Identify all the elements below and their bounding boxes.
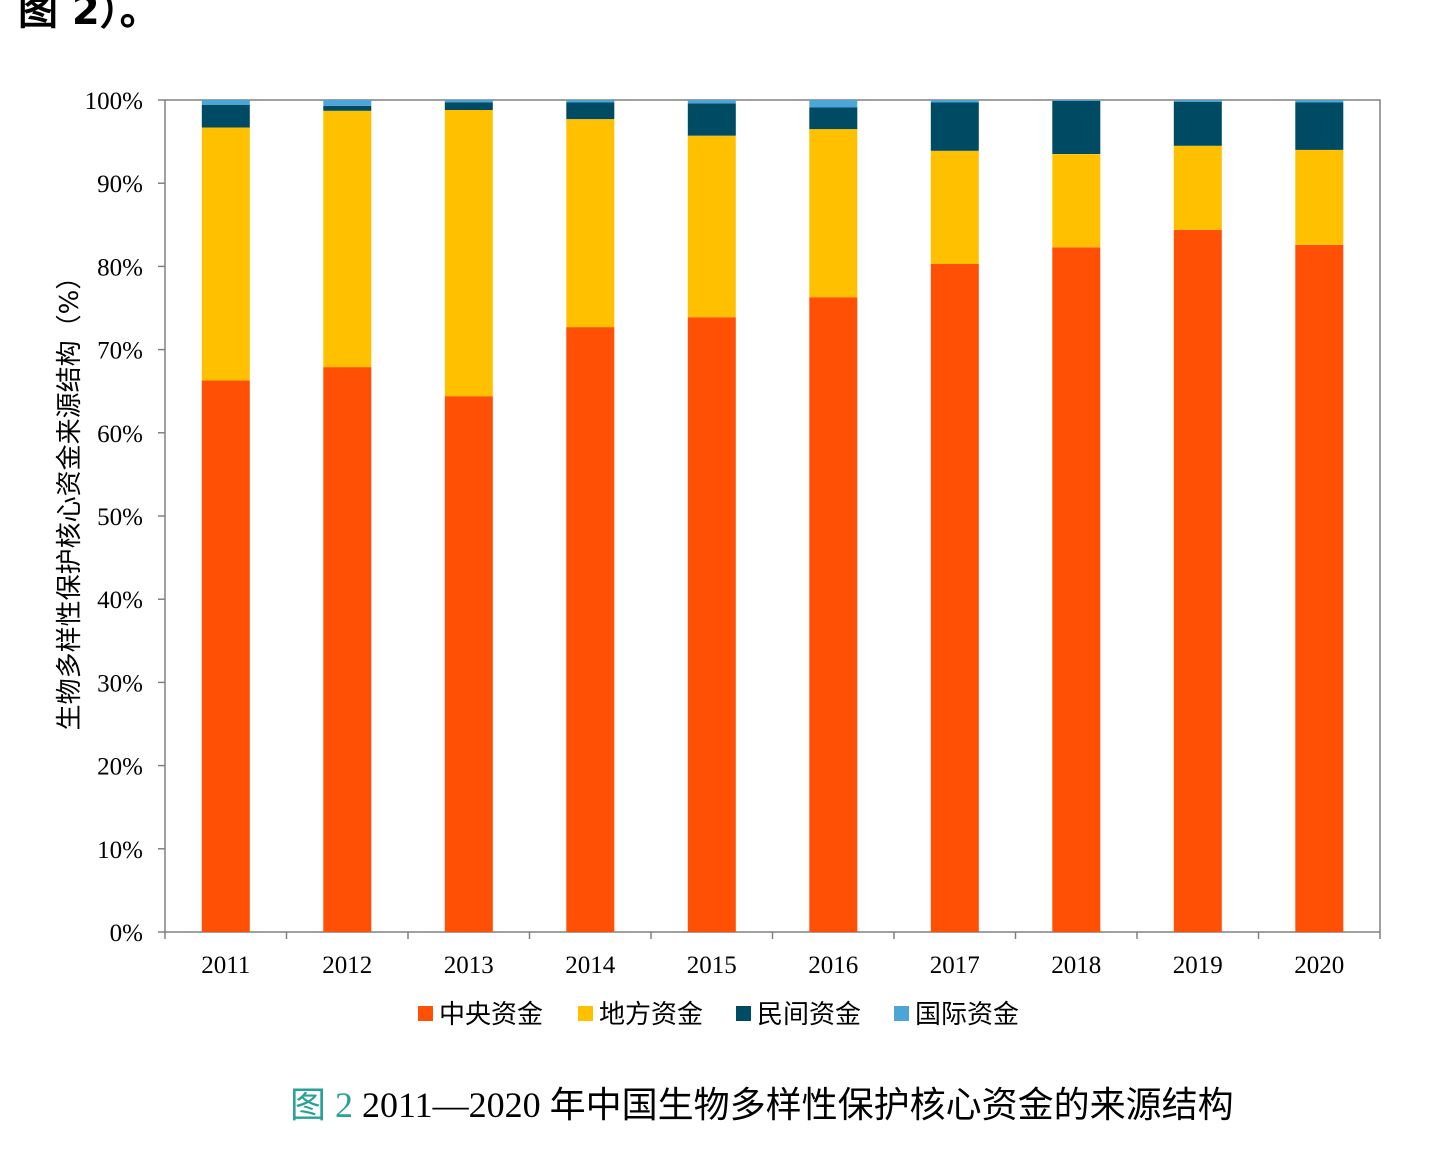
legend-label: 民间资金 (757, 1000, 861, 1030)
legend: 中央资金 地方资金 民间资金 国际资金 (418, 1000, 1019, 1030)
y-axis-label: 生物多样性保护核心资金来源结构（%） (55, 264, 85, 731)
top-text-fragment: 图 2）。 (18, 0, 160, 34)
x-tick-label: 2015 (687, 952, 737, 979)
legend-swatch (578, 1006, 593, 1021)
legend-label: 地方资金 (599, 1000, 703, 1030)
bar-segment-2015-series-3 (687, 100, 736, 104)
figure-caption-text: 2011—2020 年中国生物多样性保护核心资金的来源结构 (362, 1085, 1234, 1125)
bar-segment-2020-series-1 (1295, 149, 1344, 245)
x-tick-label: 2017 (930, 952, 980, 979)
x-tick-label: 2020 (1294, 952, 1344, 979)
bar-segment-2013-series-1 (444, 110, 493, 397)
x-tick-label: 2016 (808, 952, 858, 979)
bar-segment-2018-series-2 (1052, 100, 1101, 154)
bar-segment-2014-series-1 (566, 119, 615, 328)
bar-segment-2019-series-2 (1173, 101, 1222, 146)
legend-label: 国际资金 (915, 1000, 1019, 1030)
figure-caption-label: 图 2 (290, 1085, 354, 1125)
x-tick-label: 2018 (1051, 952, 1101, 979)
bar-segment-2019-series-0 (1173, 229, 1222, 933)
bar-segment-2011-series-2 (201, 105, 250, 128)
bar-segment-2011-series-1 (201, 127, 250, 381)
y-tick-label: 30% (97, 670, 143, 697)
bar-segment-2014-series-2 (566, 102, 615, 120)
x-tick-label: 2013 (444, 952, 494, 979)
bar-segment-2019-series-3 (1173, 100, 1222, 102)
bar-segment-2012-series-0 (323, 367, 372, 933)
bar-segment-2011-series-3 (201, 100, 250, 105)
bar-segment-2017-series-0 (930, 263, 979, 932)
y-tick-label: 70% (97, 338, 143, 365)
x-tick-label: 2011 (201, 952, 250, 979)
bar-segment-2020-series-3 (1295, 100, 1344, 103)
y-tick-label: 100% (85, 88, 143, 115)
bar-segment-2014-series-3 (566, 100, 615, 103)
bar-segment-2012-series-1 (323, 110, 372, 368)
legend-swatch (894, 1006, 909, 1021)
bar-segment-2015-series-1 (687, 135, 736, 318)
bar-segment-2011-series-0 (201, 380, 250, 932)
y-tick-label: 0% (110, 920, 143, 947)
bars-group (201, 100, 1344, 933)
bar-segment-2016-series-3 (809, 100, 858, 108)
x-tick-label: 2019 (1173, 952, 1223, 979)
legend-swatch (418, 1006, 433, 1021)
bar-segment-2015-series-0 (687, 317, 736, 932)
bar-segment-2020-series-0 (1295, 244, 1344, 933)
x-axis: 2011 2012 2013 2014 2015 2016 2017 2018 2019 2020 (164, 932, 1381, 979)
bar-segment-2017-series-2 (930, 102, 979, 151)
bar-segment-2020-series-2 (1295, 102, 1344, 150)
y-tick-label: 90% (97, 171, 143, 198)
bar-segment-2015-series-2 (687, 103, 736, 136)
bar-segment-2012-series-2 (323, 105, 372, 111)
bar-segment-2019-series-1 (1173, 145, 1222, 230)
bar-segment-2018-series-3 (1052, 100, 1101, 101)
bar-segment-2018-series-1 (1052, 154, 1101, 248)
x-tick-label: 2012 (322, 952, 372, 979)
bar-segment-2013-series-0 (444, 396, 493, 932)
y-tick-label: 50% (97, 504, 143, 531)
bar-segment-2013-series-3 (444, 100, 493, 103)
bar-segment-2017-series-3 (930, 100, 979, 103)
bar-segment-2018-series-0 (1052, 247, 1101, 933)
bar-segment-2017-series-1 (930, 150, 979, 264)
y-tick-label: 80% (97, 254, 143, 281)
x-tick-label: 2014 (565, 952, 616, 979)
bar-segment-2016-series-2 (809, 107, 858, 130)
legend-swatch (736, 1006, 751, 1021)
bar-segment-2014-series-0 (566, 327, 615, 933)
y-axis: 0% 10% 20% 30% 40% 50% 60% 70% 80% 90% 100% (85, 88, 165, 947)
y-tick-label: 10% (97, 837, 143, 864)
bar-segment-2012-series-3 (323, 100, 372, 106)
y-tick-label: 60% (97, 421, 143, 448)
bar-segment-2013-series-2 (444, 102, 493, 110)
y-tick-label: 20% (97, 754, 143, 781)
bar-segment-2016-series-1 (809, 129, 858, 298)
y-tick-label: 40% (97, 587, 143, 614)
legend-label: 中央资金 (439, 1000, 543, 1030)
figure-caption: 图 2 2011—2020 年中国生物多样性保护核心资金的来源结构 (290, 1076, 1234, 1128)
stacked-bar-chart: 0%10%20%30%40%50%60%70%80%90%100% 2011 20… (55, 88, 1381, 1030)
bar-segment-2016-series-0 (809, 297, 858, 932)
